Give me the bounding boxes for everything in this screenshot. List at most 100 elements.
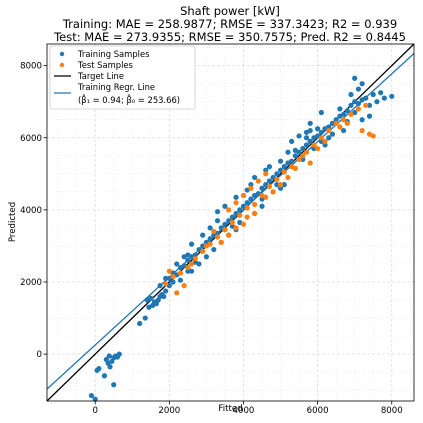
training-point [337, 106, 343, 112]
training-point [307, 138, 313, 144]
y-axis-ticks: 0 2000 4000 6000 8000 [20, 62, 47, 360]
training-point [214, 209, 221, 215]
training-point [289, 138, 295, 144]
training-point [366, 113, 373, 119]
test-point [233, 225, 239, 231]
legend: Training Samples Test Samples Target Lin… [49, 45, 196, 110]
training-point [289, 158, 295, 164]
training-point [281, 182, 287, 188]
training-point [315, 126, 321, 132]
test-point [359, 127, 365, 134]
training-point [311, 145, 317, 152]
chart-subtitle-training: Training: MAE = 258.9877; RMSE = 337.342… [62, 17, 397, 31]
training-point [229, 214, 235, 220]
training-point [374, 99, 380, 105]
training-point [292, 147, 298, 153]
training-point [259, 203, 265, 209]
test-point [322, 138, 328, 144]
training-point [200, 243, 206, 249]
training-point [381, 95, 387, 101]
training-point [292, 153, 298, 159]
x-tick-label: 6000 [307, 406, 329, 416]
y-axis-label: Predicted [8, 202, 18, 242]
test-point [166, 268, 172, 274]
x-axis-label: Fitted [218, 404, 242, 414]
training-point [322, 142, 328, 148]
training-point [207, 225, 213, 231]
test-point [333, 120, 339, 126]
training-point [207, 236, 213, 242]
test-point [318, 135, 324, 141]
legend-label-target: Target Line [77, 71, 124, 81]
test-point [226, 207, 232, 213]
chart-subtitle-test: Test: MAE = 273.9355; RMSE = 350.7575; P… [53, 30, 406, 44]
training-point [222, 203, 228, 209]
test-point [348, 111, 354, 117]
training-point [251, 174, 258, 181]
test-point [218, 239, 224, 245]
test-point [214, 234, 221, 240]
training-point [340, 127, 347, 134]
training-point [185, 252, 191, 258]
test-point [266, 183, 273, 190]
chart-title: Shaft power [kW] [180, 4, 280, 18]
test-point [307, 160, 313, 166]
training-point [277, 185, 284, 191]
legend-label-regression: Training Regr. Line [77, 82, 155, 92]
training-point [188, 268, 195, 274]
test-point [315, 145, 321, 152]
training-point [106, 353, 112, 359]
test-points [163, 102, 376, 296]
training-point [389, 93, 395, 99]
y-tick-label: 4000 [20, 206, 42, 216]
training-point [237, 207, 243, 213]
training-point [266, 178, 273, 184]
training-point [259, 185, 265, 191]
test-point [326, 127, 332, 134]
training-point [359, 81, 365, 87]
training-point [318, 109, 324, 116]
training-point [326, 124, 332, 130]
training-point [340, 111, 347, 117]
training-point [274, 171, 280, 177]
training-point [348, 102, 354, 108]
test-point [248, 185, 254, 191]
test-point [303, 149, 310, 155]
training-point [192, 252, 198, 258]
test-point [233, 200, 239, 206]
test-point [255, 178, 261, 184]
test-point [263, 194, 269, 200]
training-point [96, 365, 102, 372]
training-point [157, 283, 163, 289]
test-point [222, 227, 228, 233]
test-point [181, 283, 187, 289]
training-point [163, 275, 169, 281]
training-point [359, 117, 365, 123]
test-point [174, 290, 180, 296]
test-point [292, 165, 298, 172]
training-point [300, 156, 306, 162]
training-point [366, 102, 373, 108]
training-point [318, 138, 324, 144]
training-point [355, 86, 361, 92]
test-point [263, 171, 269, 177]
training-point [363, 95, 369, 101]
legend-marker-test [59, 62, 65, 68]
training-point [296, 133, 302, 139]
test-point [277, 182, 284, 188]
test-point [311, 142, 317, 148]
x-tick-label: 8000 [381, 406, 403, 416]
training-point [142, 315, 148, 321]
test-point [211, 228, 217, 235]
training-point [233, 194, 239, 200]
legend-box [49, 45, 196, 110]
training-point [214, 218, 221, 224]
x-tick-label: 2000 [158, 406, 180, 416]
training-point [285, 149, 291, 155]
test-point [251, 210, 258, 217]
training-point [144, 297, 150, 303]
training-point [266, 164, 273, 170]
test-point [355, 106, 361, 112]
test-point [185, 264, 191, 271]
